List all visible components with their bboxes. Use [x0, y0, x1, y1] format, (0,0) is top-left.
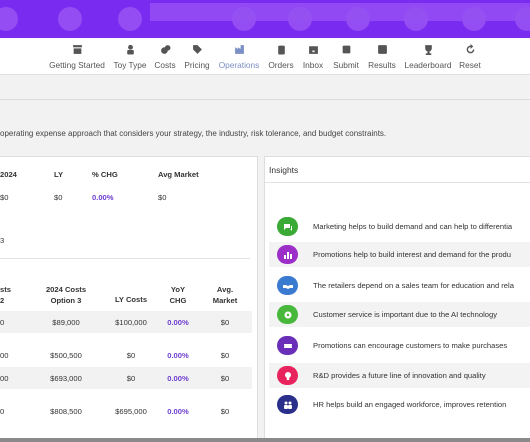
header-banner	[0, 0, 530, 38]
col-header-pct-chg: % CHG	[92, 170, 118, 179]
insight-item: R&D provides a future line of innovation…	[269, 363, 530, 388]
banner-circle	[288, 7, 312, 31]
section-divider	[0, 258, 250, 259]
lightbulb-icon	[277, 366, 298, 385]
row4-avg: $0	[220, 407, 230, 416]
page-header-area	[0, 76, 530, 100]
nav-inbox[interactable]: Inbox	[301, 38, 325, 75]
reset-icon	[458, 43, 482, 59]
col-header-ly-costs: LY Costs	[114, 295, 148, 304]
nav-leaderboard[interactable]: Leaderboard	[403, 38, 453, 75]
row3-avg: $0	[220, 374, 230, 383]
store-icon	[48, 43, 106, 59]
inbox-icon	[301, 43, 325, 59]
people-icon	[277, 395, 298, 414]
insights-title: Insights	[269, 165, 299, 175]
col-header-2024-costs-opt3: 2024 Costs Option 3	[45, 285, 87, 305]
nav-submit[interactable]: Submit	[331, 38, 361, 75]
col-header-yoy-chg: YoY CHG	[169, 285, 187, 305]
col-header-ly: LY	[54, 170, 64, 179]
coins-icon	[152, 43, 178, 59]
insight-item: HR helps build an engaged workforce, imp…	[269, 392, 530, 417]
banner-circle	[118, 7, 142, 31]
nav-reset[interactable]: Reset	[458, 38, 482, 75]
toy-icon	[111, 43, 149, 59]
row2-chg: 0.00%	[167, 351, 189, 360]
col-header-avg-market: Avg. Market	[212, 285, 238, 305]
row3-ly: $0	[126, 374, 136, 383]
row2-ly: $0	[126, 351, 136, 360]
insight-item: Promotions help to build interest and de…	[269, 242, 530, 267]
table-row	[0, 311, 252, 333]
nav-operations[interactable]: Operations	[217, 38, 261, 75]
col-header-2024: 2024	[0, 170, 17, 179]
nav-pricing[interactable]: Pricing	[183, 38, 211, 75]
trophy-icon	[403, 43, 453, 59]
row1-opt3: $89,000	[52, 318, 80, 327]
tag-icon	[183, 43, 211, 59]
banner-circle	[346, 7, 370, 31]
banner-circle	[0, 7, 18, 31]
nav-getting-started[interactable]: Getting Started	[48, 38, 106, 75]
main-nav: Getting Started Toy Type Costs Pricing O…	[0, 38, 530, 75]
nav-toy-type[interactable]: Toy Type	[111, 38, 149, 75]
chart-icon	[366, 43, 398, 59]
banner-circle	[232, 7, 256, 31]
row2-opt3: $500,500	[50, 351, 82, 360]
row1-avg: $0	[220, 318, 230, 327]
row3-chg: 0.00%	[167, 374, 189, 383]
bottom-scrollbar[interactable]	[0, 438, 530, 442]
nav-costs[interactable]: Costs	[152, 38, 178, 75]
banner-circle	[515, 7, 530, 31]
summary-avg-market-value: $0	[158, 193, 167, 202]
table-row	[0, 367, 252, 389]
insight-item: Customer service is important due to the…	[269, 302, 530, 327]
row4-col1: 0	[0, 407, 5, 416]
insight-item: The retailers depend on a sales team for…	[269, 273, 530, 298]
insight-item: Promotions can encourage customers to ma…	[269, 333, 530, 358]
chat-icon	[277, 217, 298, 236]
row4-ly: $695,000	[115, 407, 147, 416]
nav-results[interactable]: Results	[366, 38, 398, 75]
clipboard-icon	[267, 43, 295, 59]
handshake-icon	[277, 276, 298, 295]
nav-orders[interactable]: Orders	[267, 38, 295, 75]
option-fragment: 3	[0, 236, 5, 245]
row4-chg: 0.00%	[167, 407, 189, 416]
row3-opt3: $693,000	[50, 374, 82, 383]
banner-circle	[404, 7, 428, 31]
row1-chg: 0.00%	[167, 318, 189, 327]
ticket-icon	[277, 336, 298, 355]
gear-icon	[277, 305, 298, 324]
summary-pct-chg-value: 0.00%	[92, 193, 114, 202]
summary-2024-value: $0	[0, 193, 9, 202]
col-header-avg-market: Avg Market	[158, 170, 199, 179]
page-description: operating expense approach that consider…	[0, 129, 387, 138]
row1-ly: $100,000	[115, 318, 147, 327]
row4-opt3: $808,500	[50, 407, 82, 416]
banner-circle	[462, 7, 486, 31]
insight-item: Marketing helps to build demand and can …	[269, 214, 530, 239]
insights-panel: Insights Marketing helps to build demand…	[264, 156, 530, 439]
insights-divider	[265, 182, 530, 183]
summary-ly-value: $0	[54, 193, 63, 202]
bar-chart-icon	[277, 245, 298, 264]
costs-panel: 2024 LY % CHG Avg Market $0 $0 0.00% $0 …	[0, 156, 258, 439]
factory-icon	[217, 43, 261, 59]
row1-col1: 0	[0, 318, 5, 327]
row3-col1: 00	[0, 374, 9, 383]
row2-avg: $0	[220, 351, 230, 360]
submit-icon	[331, 43, 361, 59]
banner-circle	[58, 7, 82, 31]
col-header-costs-opt2: sts 2	[0, 285, 11, 305]
row2-col1: 00	[0, 351, 9, 360]
